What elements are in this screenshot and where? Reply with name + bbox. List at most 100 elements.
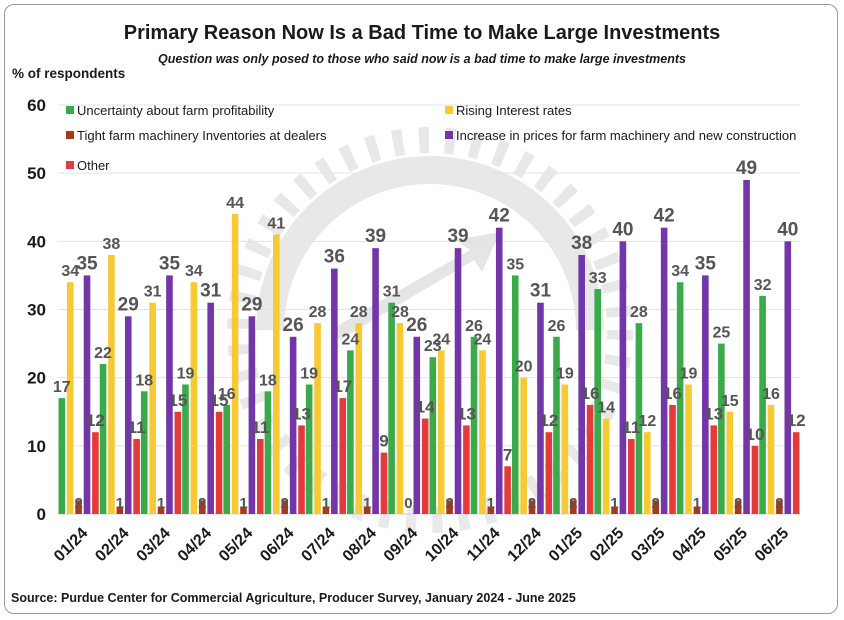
bar-3-5 [289,336,297,514]
data-label: 15 [168,391,187,410]
data-label: 19 [556,365,574,382]
y-tick-label: 30 [27,301,46,320]
legend-swatch [66,161,74,169]
data-label: 24 [432,331,450,348]
bar-4-1 [133,439,140,514]
data-label: 40 [777,219,798,240]
bar-3-4 [248,316,256,514]
bar-4-3 [215,411,223,514]
data-label: 34 [671,263,689,280]
bar-1-12 [561,384,569,514]
data-label: 25 [712,325,730,342]
data-label: 12 [638,413,656,430]
data-label: 1 [610,495,618,512]
data-label: 26 [465,318,483,335]
data-label: 18 [259,372,277,389]
bar-2-15 [693,507,701,514]
bar-4-7 [380,452,388,514]
x-tick-label: 02/25 [587,525,627,565]
bar-2-2 [157,507,165,514]
data-label: 13 [704,404,723,423]
data-label: 31 [383,284,401,301]
bar-3-10 [495,227,503,514]
x-tick-label: 05/24 [216,525,256,565]
bar-4-12 [586,404,594,514]
bar-3-16 [743,179,750,514]
bar-0-1 [99,364,107,514]
data-label: 12 [539,411,558,430]
data-label: 13 [292,404,311,423]
data-label: 10 [746,425,765,444]
bar-1-2 [149,302,156,514]
data-label: 16 [581,384,600,403]
data-label: 2 [281,495,289,512]
data-label: 17 [53,379,71,396]
bar-2-11 [528,500,536,514]
bar-2-5 [281,500,289,514]
data-label: 19 [680,365,698,382]
data-label: 35 [76,253,98,274]
data-label: 1 [487,495,495,512]
legend-swatch [66,131,74,139]
bar-2-17 [776,500,783,514]
bar-0-7 [347,350,354,514]
data-label: 39 [365,226,386,247]
legend-swatch [445,131,453,139]
x-tick-label: 04/25 [669,525,709,565]
data-label: 12 [787,411,806,430]
data-label: 13 [457,404,476,423]
data-label: 35 [159,253,181,274]
bar-2-1 [116,507,124,514]
bar-3-6 [331,268,338,514]
data-label: 17 [333,377,352,396]
bar-3-2 [166,275,173,514]
bar-3-17 [784,241,792,515]
bar-1-4 [231,214,239,515]
y-axis-label: % of respondents [12,66,126,81]
data-label: 12 [86,411,105,430]
x-tick-label: 06/25 [752,525,792,565]
bar-3-8 [413,336,421,514]
x-tick-label: 01/25 [546,525,586,565]
bar-4-13 [628,439,635,514]
bar-1-0 [66,282,74,514]
bar-2-7 [363,507,371,514]
bar-3-13 [619,241,627,515]
bar-0-11 [511,275,519,514]
bar-1-8 [396,323,404,514]
bar-2-6 [322,507,330,514]
x-tick-label: 08/24 [340,525,380,565]
source-note: Source: Purdue Center for Commercial Agr… [11,591,576,605]
data-label: 2 [734,495,742,512]
bar-2-4 [240,507,247,514]
data-label: 9 [379,432,388,451]
data-label: 40 [612,219,633,240]
data-label: 42 [489,206,510,227]
bar-0-16 [718,343,725,514]
bar-2-9 [446,500,453,514]
bar-1-16 [726,411,734,514]
bar-4-16 [751,445,759,514]
bar-3-12 [578,254,585,514]
data-label: 2 [569,495,577,512]
data-label: 26 [283,315,304,336]
bar-1-17 [767,404,775,514]
data-label: 24 [341,331,359,348]
data-label: 34 [61,263,79,280]
bar-1-6 [314,323,321,514]
bar-0-0 [58,398,66,514]
bar-2-10 [487,507,495,514]
bar-1-7 [355,323,363,514]
data-label: 39 [447,226,468,247]
bar-2-16 [734,500,742,514]
data-label: 26 [548,318,566,335]
data-label: 26 [406,315,427,336]
data-label: 14 [597,400,615,417]
data-label: 2 [198,495,206,512]
bar-4-14 [669,404,676,514]
data-label: 42 [654,206,675,227]
x-tick-label: 07/24 [298,525,338,565]
x-tick-label: 12/24 [505,525,545,565]
data-label: 2 [74,495,82,512]
bar-0-17 [759,295,766,514]
